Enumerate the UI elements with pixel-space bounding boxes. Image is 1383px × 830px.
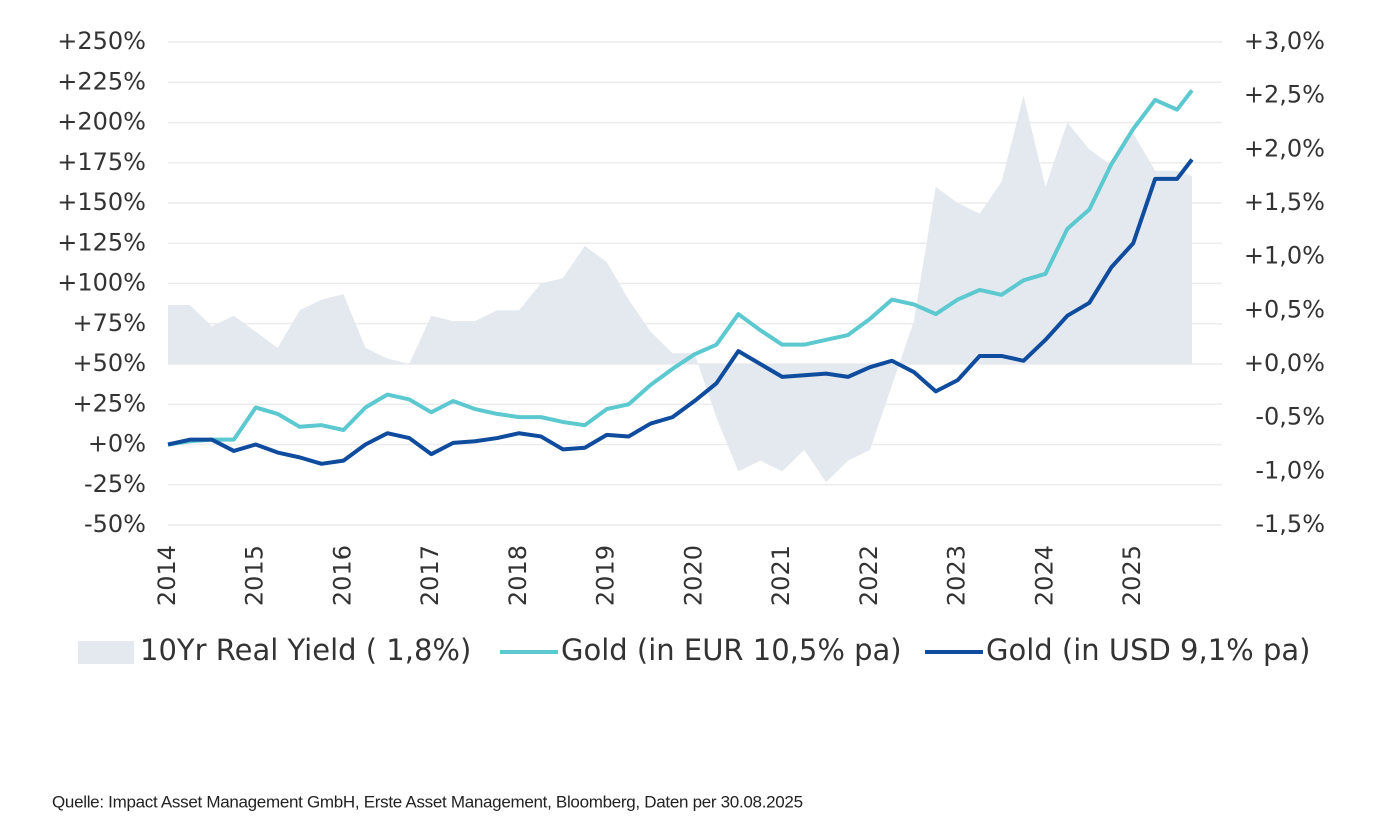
y-tick-label: -50% [84, 510, 146, 538]
x-tick-label: 2023 [943, 545, 971, 606]
y-tick-label: +50% [73, 349, 146, 377]
y2-tick-label: +1,0% [1244, 242, 1325, 270]
y-tick-label: +125% [57, 228, 146, 256]
x-tick-label: 2015 [241, 545, 269, 606]
line [167, 158, 1194, 466]
y2-tick-label: -1,5% [1255, 510, 1325, 538]
legend-label: 10Yr Real Yield ( 1,8%) [140, 633, 471, 667]
y2-tick-label: -1,0% [1255, 456, 1325, 484]
x-tick-label: 2019 [592, 545, 620, 606]
area [168, 95, 1192, 483]
x-tick-label: 2022 [855, 545, 883, 606]
x-tick-label: 2016 [328, 545, 356, 606]
y-tick-label: +200% [57, 108, 146, 136]
x-tick-label: 2024 [1030, 545, 1058, 606]
y-tick-label: +100% [57, 269, 146, 297]
y2-tick-label: -0,5% [1255, 403, 1325, 431]
x-tick-label: 2014 [153, 545, 181, 606]
line [167, 89, 1194, 447]
y-tick-label: +150% [57, 188, 146, 216]
x-tick-label: 2017 [416, 545, 444, 606]
y-tick-label: -25% [84, 470, 146, 498]
y2-tick-label: +0,0% [1244, 349, 1325, 377]
legend-label: Gold (in USD 9,1% pa) [986, 633, 1310, 667]
y2-tick-label: +0,5% [1244, 295, 1325, 323]
legend-label: Gold (in EUR 10,5% pa) [561, 633, 902, 667]
x-tick-label: 2021 [767, 545, 795, 606]
y-tick-label: +75% [73, 309, 146, 337]
y2-tick-label: +1,5% [1244, 188, 1325, 216]
y-tick-label: +0% [88, 430, 146, 458]
y-tick-label: +25% [73, 389, 146, 417]
y2-tick-label: +3,0% [1244, 27, 1325, 55]
source-note: Quelle: Impact Asset Management GmbH, Er… [52, 792, 803, 811]
y-tick-label: +175% [57, 148, 146, 176]
y-tick-label: +250% [57, 27, 146, 55]
x-tick-label: 2025 [1118, 545, 1146, 606]
y2-tick-label: +2,5% [1244, 81, 1325, 109]
legend-swatch [78, 641, 134, 664]
y2-tick-label: +2,0% [1244, 134, 1325, 162]
y-tick-label: +225% [57, 67, 146, 95]
x-tick-label: 2018 [504, 545, 532, 606]
x-tick-label: 2020 [679, 545, 707, 606]
